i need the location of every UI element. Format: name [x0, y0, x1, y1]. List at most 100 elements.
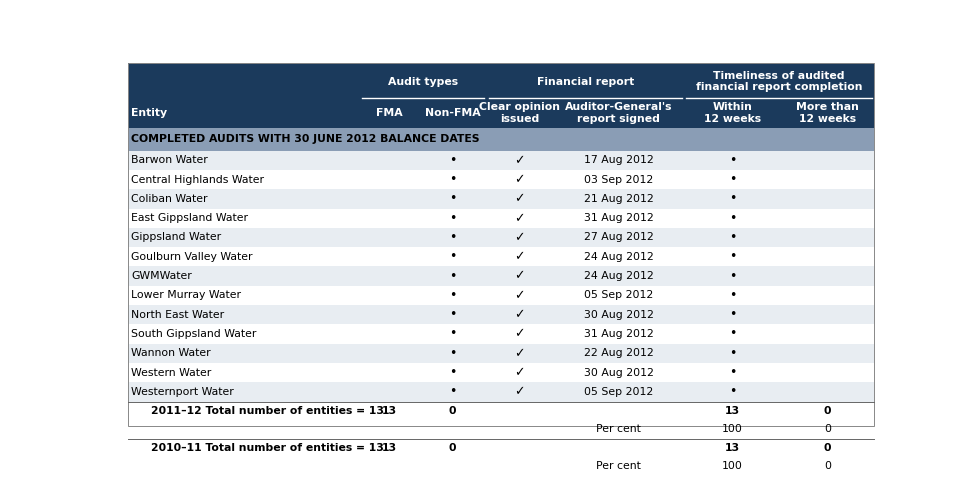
Text: •: • — [728, 327, 736, 340]
Bar — [128, 128, 873, 150]
Text: •: • — [448, 386, 456, 398]
Text: 24 Aug 2012: 24 Aug 2012 — [583, 271, 653, 281]
Text: •: • — [448, 308, 456, 321]
Text: Within
12 weeks: Within 12 weeks — [703, 102, 760, 123]
Text: Timeliness of audited
financial report completion: Timeliness of audited financial report c… — [695, 71, 862, 93]
Text: 21 Aug 2012: 21 Aug 2012 — [583, 194, 653, 204]
Text: 30 Aug 2012: 30 Aug 2012 — [583, 309, 653, 320]
Text: •: • — [448, 327, 456, 340]
Text: More than
12 weeks: More than 12 weeks — [795, 102, 858, 123]
Bar — [128, 363, 873, 382]
Bar — [128, 267, 873, 286]
Text: •: • — [448, 212, 456, 225]
Text: ✓: ✓ — [514, 192, 525, 205]
Bar — [128, 150, 873, 170]
Text: COMPLETED AUDITS WITH 30 JUNE 2012 BALANCE DATES: COMPLETED AUDITS WITH 30 JUNE 2012 BALAN… — [131, 134, 480, 145]
Text: Western Water: Western Water — [131, 368, 211, 377]
Bar — [128, 286, 873, 305]
Text: ✓: ✓ — [514, 366, 525, 379]
Text: •: • — [448, 289, 456, 302]
Text: •: • — [448, 269, 456, 282]
Bar — [128, 439, 873, 457]
Text: •: • — [448, 366, 456, 379]
Text: 2011–12 Total number of entities = 13: 2011–12 Total number of entities = 13 — [150, 406, 383, 416]
Text: 0: 0 — [448, 406, 456, 416]
Bar — [128, 420, 873, 439]
Text: •: • — [448, 231, 456, 244]
Text: •: • — [728, 269, 736, 282]
Text: ✓: ✓ — [514, 269, 525, 282]
Text: 13: 13 — [724, 443, 740, 453]
Text: ✓: ✓ — [514, 231, 525, 244]
Text: •: • — [728, 212, 736, 225]
Text: North East Water: North East Water — [131, 309, 224, 320]
Text: 13: 13 — [381, 443, 397, 453]
Text: 100: 100 — [721, 424, 743, 434]
Text: •: • — [448, 154, 456, 167]
Text: 05 Sep 2012: 05 Sep 2012 — [583, 387, 653, 397]
Bar — [128, 228, 873, 247]
Bar — [128, 305, 873, 324]
Bar — [128, 324, 873, 344]
Text: •: • — [448, 347, 456, 360]
Text: •: • — [448, 173, 456, 186]
Text: 03 Sep 2012: 03 Sep 2012 — [583, 174, 653, 185]
Text: •: • — [728, 250, 736, 263]
Text: •: • — [728, 366, 736, 379]
Text: Westernport Water: Westernport Water — [131, 387, 234, 397]
Text: •: • — [448, 192, 456, 205]
Text: •: • — [728, 386, 736, 398]
Text: ✓: ✓ — [514, 250, 525, 263]
Text: ✓: ✓ — [514, 173, 525, 186]
Bar — [128, 189, 873, 209]
Text: Goulburn Valley Water: Goulburn Valley Water — [131, 252, 252, 262]
Text: 31 Aug 2012: 31 Aug 2012 — [583, 329, 653, 339]
Text: •: • — [728, 154, 736, 167]
Bar — [128, 64, 873, 128]
Text: Audit types: Audit types — [388, 77, 457, 87]
Text: ✓: ✓ — [514, 327, 525, 340]
Text: 17 Aug 2012: 17 Aug 2012 — [583, 155, 653, 165]
Text: Central Highlands Water: Central Highlands Water — [131, 174, 264, 185]
Text: 27 Aug 2012: 27 Aug 2012 — [583, 232, 653, 242]
Text: •: • — [728, 192, 736, 205]
Text: Lower Murray Water: Lower Murray Water — [131, 290, 241, 300]
Text: Auditor-General's
report signed: Auditor-General's report signed — [565, 102, 672, 123]
Bar — [128, 247, 873, 267]
Text: •: • — [448, 250, 456, 263]
Bar — [128, 209, 873, 228]
Text: 24 Aug 2012: 24 Aug 2012 — [583, 252, 653, 262]
Text: •: • — [728, 231, 736, 244]
Text: 100: 100 — [721, 461, 743, 471]
Text: Per cent: Per cent — [596, 461, 641, 471]
Text: ✓: ✓ — [514, 154, 525, 167]
Text: 30 Aug 2012: 30 Aug 2012 — [583, 368, 653, 377]
Text: Per cent: Per cent — [596, 424, 641, 434]
Text: ✓: ✓ — [514, 212, 525, 225]
Text: ✓: ✓ — [514, 289, 525, 302]
Text: South Gippsland Water: South Gippsland Water — [131, 329, 256, 339]
Text: 0: 0 — [824, 461, 830, 471]
Text: Non-FMA: Non-FMA — [424, 108, 480, 118]
Bar — [128, 170, 873, 189]
Bar — [128, 344, 873, 363]
Text: Barwon Water: Barwon Water — [131, 155, 208, 165]
Text: 0: 0 — [823, 406, 830, 416]
Text: 0: 0 — [824, 424, 830, 434]
Text: Entity: Entity — [131, 108, 167, 118]
Text: FMA: FMA — [375, 108, 403, 118]
Text: ✓: ✓ — [514, 308, 525, 321]
Text: Gippsland Water: Gippsland Water — [131, 232, 221, 242]
Text: East Gippsland Water: East Gippsland Water — [131, 213, 248, 223]
Text: Clear opinion
issued: Clear opinion issued — [479, 102, 560, 123]
Text: 05 Sep 2012: 05 Sep 2012 — [583, 290, 653, 300]
Text: Wannon Water: Wannon Water — [131, 348, 211, 358]
Text: ✓: ✓ — [514, 386, 525, 398]
Text: GWMWater: GWMWater — [131, 271, 191, 281]
Bar — [128, 382, 873, 402]
Bar — [128, 457, 873, 476]
Text: 2010–11 Total number of entities = 13: 2010–11 Total number of entities = 13 — [150, 443, 383, 453]
Text: •: • — [728, 173, 736, 186]
Text: •: • — [728, 347, 736, 360]
Text: 22 Aug 2012: 22 Aug 2012 — [583, 348, 653, 358]
